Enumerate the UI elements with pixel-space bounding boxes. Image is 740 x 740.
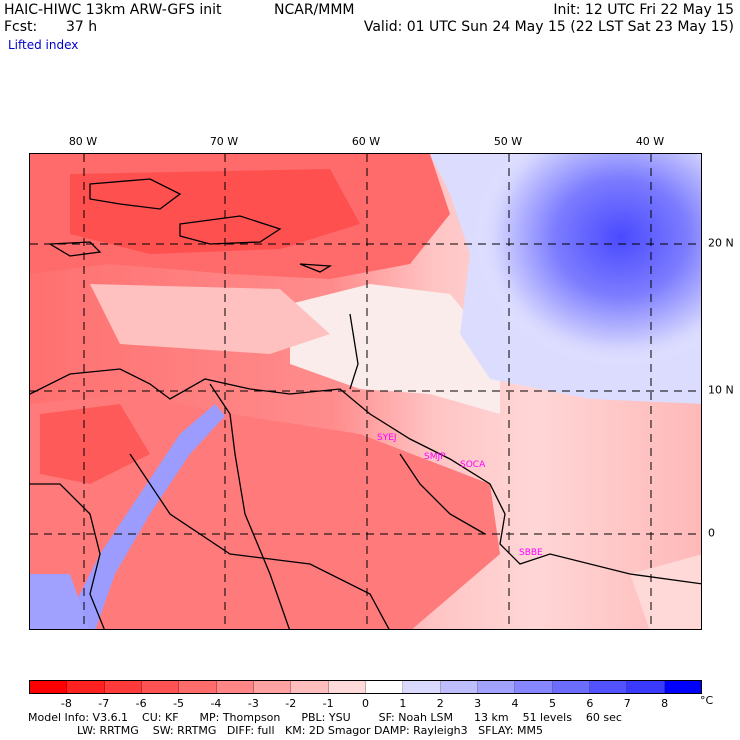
forecast-hour: 37 h <box>66 19 98 35</box>
colorbar-segment <box>104 681 142 693</box>
station-syej: SYEJ <box>377 433 397 443</box>
colorbar-segment <box>328 681 366 693</box>
colorbar-segment <box>365 681 404 693</box>
colorbar-segment <box>440 681 478 693</box>
colorbar-segment <box>589 681 628 693</box>
org-label: NCAR/MMM <box>274 2 355 18</box>
model-info-line2: LW: RRTMG SW: RRTMG DIFF: full KM: 2D Sm… <box>28 724 543 737</box>
init-time: Init: 12 UTC Fri 22 May 15 <box>553 2 734 18</box>
colorbar-segment <box>515 681 553 693</box>
colorbar-tick-label: 2 <box>436 697 444 710</box>
colorbar-segment <box>30 681 68 693</box>
colorbar <box>29 680 702 694</box>
station-soca: SOCA <box>460 460 486 470</box>
model-info-line1: Model Info: V3.6.1 CU: KF MP: Thompson P… <box>28 711 622 724</box>
colorbar-tick-label: -7 <box>98 697 110 710</box>
valid-time: Valid: 01 UTC Sun 24 May 15 (22 LST Sat … <box>363 19 734 35</box>
map-canvas <box>30 154 701 629</box>
field-andes-stable <box>70 404 225 629</box>
forecast-label: Fcst: <box>4 19 38 35</box>
colorbar-segment <box>627 681 665 693</box>
lat-label-0: 0 <box>708 526 715 540</box>
lon-label-50w: 50 W <box>493 135 523 148</box>
colorbar-segment <box>664 681 701 693</box>
lon-label-40w: 40 W <box>635 135 665 148</box>
colorbar-segment <box>403 681 441 693</box>
field-atlantic-south <box>630 554 701 629</box>
station-sbbe: SBBE <box>519 548 543 558</box>
lon-label-60w: 60 W <box>351 135 381 148</box>
colorbar-tick-label: -3 <box>247 697 259 710</box>
colorbar-tick-label: 6 <box>586 697 594 710</box>
station-smjp: SMJP <box>424 452 446 462</box>
lon-label-70w: 70 W <box>209 135 239 148</box>
colorbar-segment <box>179 681 217 693</box>
lifted-index-map[interactable]: SYEJ SMJP SOCA SBBE <box>29 153 702 630</box>
colorbar-tick-label: 8 <box>661 697 669 710</box>
colorbar-tick-label: 7 <box>623 697 631 710</box>
model-title: HAIC-HIWC 13km ARW-GFS init <box>4 2 222 18</box>
lat-label-20n: 20 N <box>708 236 734 250</box>
colorbar-tick-label: -5 <box>173 697 185 710</box>
colorbar-unit: °C <box>700 694 714 707</box>
colorbar-tick-label: 0 <box>362 697 369 710</box>
colorbar-segment <box>67 681 105 693</box>
colorbar-tick-label: 1 <box>399 697 407 710</box>
field-greater-antilles <box>70 169 360 254</box>
coastlines <box>30 178 701 629</box>
colorbar-tick-label: 4 <box>511 697 519 710</box>
field-stable-core <box>410 154 701 414</box>
colorbar-tick-label: -2 <box>285 697 297 710</box>
field-name: Lifted index <box>8 38 79 52</box>
field-light-red <box>90 284 330 354</box>
colorbar-segment <box>291 681 329 693</box>
lat-label-10n: 10 N <box>708 383 734 397</box>
colorbar-tick-label: -1 <box>322 697 334 710</box>
colorbar-tick-label: -4 <box>210 697 222 710</box>
colorbar-tick-label: -6 <box>135 697 147 710</box>
field-panama <box>40 404 150 484</box>
colorbar-segment <box>477 681 516 693</box>
colorbar-tick-label: 3 <box>474 697 482 710</box>
colorbar-segment <box>216 681 254 693</box>
field-pacific-stable <box>30 574 90 629</box>
colorbar-tick-label: 5 <box>548 697 556 710</box>
colorbar-segment <box>253 681 292 693</box>
colorbar-tick-label: -8 <box>60 697 72 710</box>
graticule <box>30 154 701 629</box>
lon-label-80w: 80 W <box>68 135 98 148</box>
colorbar-segment <box>141 681 180 693</box>
colorbar-segment <box>552 681 590 693</box>
